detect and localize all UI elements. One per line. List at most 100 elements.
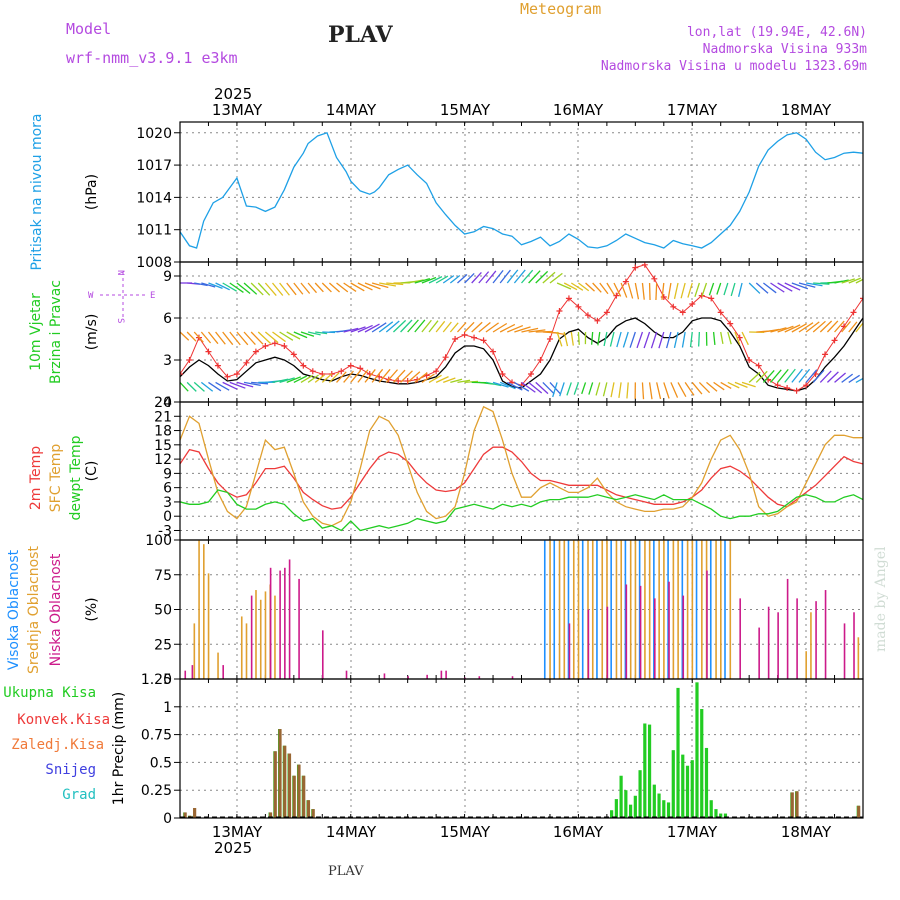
gust-marker xyxy=(527,371,534,377)
wind-arrow xyxy=(180,331,190,341)
y-tick-label: 3 xyxy=(163,353,172,369)
cloud-bar xyxy=(264,591,267,679)
bottom-day-label: 18MAY xyxy=(781,823,832,841)
wind-arrow xyxy=(464,272,475,284)
precip-bar xyxy=(297,764,301,818)
cloud-bar xyxy=(191,665,194,679)
high-cloud-title: Visoka Oblacnost xyxy=(6,549,22,670)
gust-marker xyxy=(679,309,686,316)
sfctemp-title: SFC Temp xyxy=(48,444,64,513)
cloud-bar xyxy=(638,540,641,679)
cloud-bar xyxy=(511,676,514,679)
wind-arrow xyxy=(492,322,508,333)
wind-arrow xyxy=(535,381,549,395)
gust-marker xyxy=(186,357,193,363)
precip-bar xyxy=(704,747,709,818)
wind-arrow xyxy=(328,372,340,383)
wind-arrow xyxy=(186,331,197,342)
wind-arrow xyxy=(641,382,645,400)
year-bottom: 2025 xyxy=(214,839,252,857)
top-day-label: 16MAY xyxy=(553,101,604,119)
cloud-bar xyxy=(245,623,248,679)
wind-arrow xyxy=(314,282,324,293)
y-tick-label: 1014 xyxy=(136,190,172,206)
y-tick-label: 0 xyxy=(163,811,172,827)
bottom-day-label: 17MAY xyxy=(667,823,718,841)
model-label: Model xyxy=(66,20,111,38)
wind-arrow xyxy=(535,270,549,284)
wind-legend-w: W xyxy=(88,291,94,301)
gust-marker xyxy=(252,348,259,355)
wind-arrow xyxy=(791,323,807,333)
model-value: wrf-nmm_v3.9.1 e3km xyxy=(66,49,238,67)
wind-arrow xyxy=(251,381,269,385)
wind-arrow xyxy=(848,374,861,383)
cloud-bar xyxy=(843,623,846,679)
wind-arrow xyxy=(620,282,628,298)
wind-arrow xyxy=(478,321,491,333)
wind-arrow xyxy=(350,326,366,333)
wind-arrow xyxy=(609,331,615,347)
gust-marker xyxy=(347,362,354,369)
precip-bar xyxy=(714,809,718,818)
wind-arrow xyxy=(812,369,825,383)
precip-bar xyxy=(643,723,647,818)
cloud-bar xyxy=(644,540,646,679)
wind-arrow xyxy=(392,319,407,333)
wind-arrow xyxy=(421,373,435,383)
precip-bar xyxy=(624,790,628,818)
precip-bar xyxy=(283,745,287,818)
cloud-bar xyxy=(824,590,827,679)
cloud-bar xyxy=(553,540,556,679)
wind-arrow xyxy=(777,282,793,292)
top-day-label: 13MAY xyxy=(212,101,263,119)
gust-marker xyxy=(803,382,810,389)
wind-arrow xyxy=(665,331,672,349)
panel-body xyxy=(184,540,860,679)
gust-marker xyxy=(793,387,800,394)
wind-arrow xyxy=(307,374,319,383)
product-title: Meteogram xyxy=(520,0,601,18)
wind-arrow xyxy=(421,319,432,333)
wind-arrow xyxy=(321,373,333,383)
y-tick-label: 6 xyxy=(163,481,172,497)
precip-legend-item: Grad xyxy=(62,787,96,803)
wind-arrow xyxy=(464,380,479,384)
wind-arrow xyxy=(279,331,294,341)
wind-arrow xyxy=(629,331,636,348)
cloud-bar xyxy=(383,673,386,679)
wind-arrow xyxy=(592,282,602,293)
wind-arrow xyxy=(590,331,594,345)
bottom-day-labels: 13MAY 14MAY 15MAY 16MAY 17MAY 18MAY xyxy=(212,823,832,841)
wind-arrow xyxy=(570,282,584,291)
wind-arrow xyxy=(414,319,426,333)
cloud-bar xyxy=(321,630,324,679)
wind-arrow xyxy=(656,382,662,400)
wind-arrow xyxy=(708,282,715,296)
wind-arrow xyxy=(643,331,651,349)
wind-arrow xyxy=(680,282,686,299)
y-unit-label: (C) xyxy=(84,461,100,482)
wind-arrow xyxy=(222,331,234,346)
wind-arrow xyxy=(243,381,261,387)
y-tick-label: 21 xyxy=(154,409,172,425)
cloud-bar xyxy=(625,584,628,679)
cloud-bar xyxy=(720,540,722,679)
wind-arrow xyxy=(357,282,373,291)
gust-marker xyxy=(224,373,231,380)
precip-bar xyxy=(695,682,699,818)
wind-legend-n: N xyxy=(115,270,125,275)
wind-arrow xyxy=(784,282,801,291)
gust-marker xyxy=(243,359,250,366)
gust-marker xyxy=(594,317,601,324)
cloud-bar xyxy=(634,540,637,679)
wind-arrow xyxy=(556,282,572,290)
wind-arrow xyxy=(734,331,741,345)
wind-arrow xyxy=(581,382,587,395)
gust-marker xyxy=(850,309,857,316)
wind-arrow xyxy=(407,319,419,333)
y-tick-label: 1020 xyxy=(136,126,172,142)
gust-marker xyxy=(180,371,183,377)
gust-marker xyxy=(309,368,316,375)
gust-marker xyxy=(480,337,487,344)
